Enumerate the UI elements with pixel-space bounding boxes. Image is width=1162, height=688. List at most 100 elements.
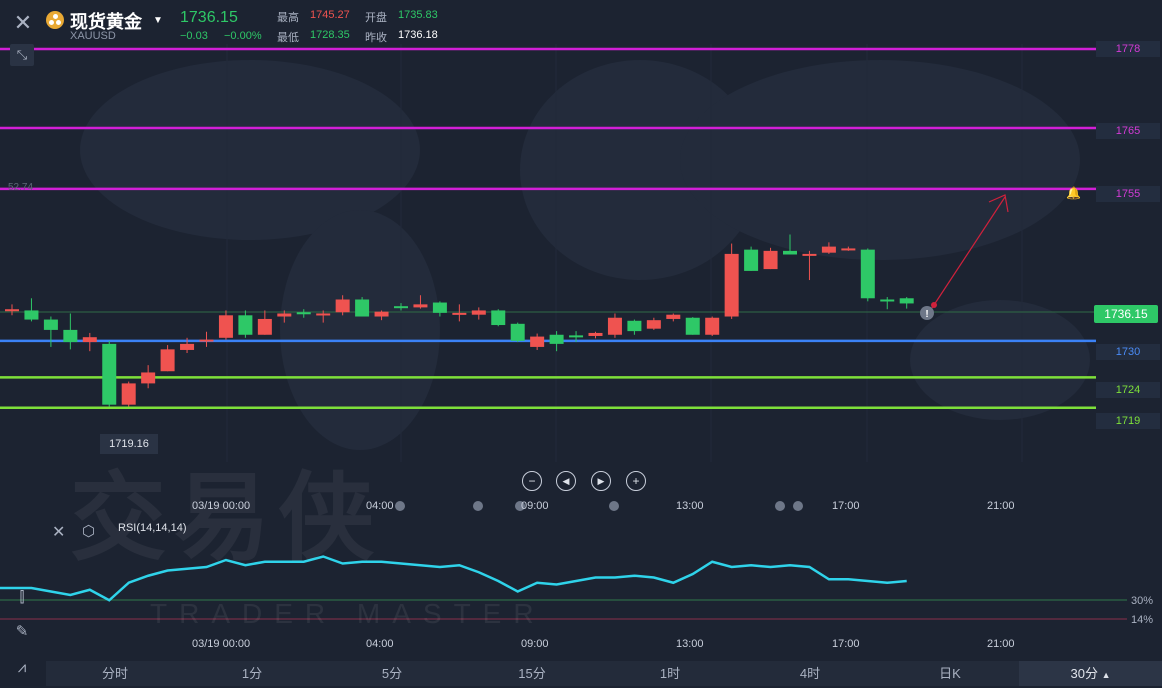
candle-body: [257, 318, 272, 335]
prev-close-label: 昨收: [365, 32, 387, 44]
info-icon[interactable]: [920, 306, 934, 320]
candle-body: [43, 319, 58, 330]
candle-body: [432, 302, 447, 313]
candle-body: [452, 312, 467, 315]
time-label: 04:00: [366, 500, 394, 512]
tab-4h[interactable]: 4时: [799, 666, 821, 681]
settings-icon[interactable]: ⬡: [82, 523, 96, 540]
tab-30m[interactable]: 30分 ▲: [1019, 661, 1162, 686]
current-price: 1736.15: [180, 9, 238, 26]
draw-tool-icon[interactable]: ✎: [15, 623, 29, 640]
watermark: 交易侠: [70, 465, 382, 572]
candle-body: [880, 299, 895, 302]
candle-body: [394, 306, 408, 309]
open-value: 1735.83: [398, 9, 438, 21]
rsi-time-label: 13:00: [676, 638, 704, 650]
candle-body: [841, 248, 856, 251]
candle-body: [199, 339, 214, 342]
instrument-title[interactable]: 现货黄金: [70, 12, 142, 32]
tab-15m[interactable]: 15分: [518, 666, 546, 681]
high-label: 最高: [277, 12, 299, 24]
candles: [5, 234, 914, 407]
candle-body: [666, 314, 681, 319]
tab-day[interactable]: 日K: [939, 666, 961, 681]
high-value: 1745.27: [310, 9, 350, 21]
candle-body: [102, 343, 117, 405]
rsi-label: RSI(14,14,14): [118, 522, 187, 534]
price-tag-1730: 1730: [1096, 344, 1160, 360]
candle-style-icon[interactable]: ⫿: [19, 589, 25, 606]
horizontal-price-lines: [0, 47, 1096, 409]
chevron-down-icon[interactable]: ▼: [153, 15, 163, 26]
candle-body: [141, 372, 156, 384]
price-tag-1724: 1724: [1096, 382, 1160, 398]
zoom-out-button[interactable]: −: [522, 471, 542, 491]
candle-body: [374, 311, 389, 317]
candle-body: [705, 317, 720, 335]
instrument-symbol: XAUUSD: [70, 30, 116, 42]
candle-body: [471, 310, 486, 315]
event-markers: [395, 501, 803, 511]
period-tab-bar: 分时 1分 5分 15分 1时 4时 日K 30分 ▲: [46, 661, 1162, 686]
world-map-background: [80, 60, 1090, 450]
candle-body: [296, 312, 311, 315]
candle-body: [491, 310, 506, 326]
price-tag-1755: 1755: [1096, 186, 1160, 202]
rsi-time-label: 21:00: [987, 638, 1015, 650]
candle-body: [607, 317, 622, 335]
candle-body: [218, 315, 233, 338]
candle-body: [63, 329, 78, 343]
collapse-icon[interactable]: ⤡: [10, 44, 34, 66]
open-label: 开盘: [365, 12, 387, 24]
tab-1h[interactable]: 1时: [659, 666, 681, 681]
rsi-level-high: 30%: [1131, 595, 1154, 607]
zoom-in-button[interactable]: +: [626, 471, 646, 491]
info-icon-glyph: !: [925, 309, 928, 320]
candle-body: [802, 253, 817, 256]
candle-body: [5, 309, 19, 312]
price-tag-1778: 1778: [1096, 41, 1160, 57]
time-label: 21:00: [987, 500, 1015, 512]
candle-body: [783, 250, 797, 255]
candle-body: [821, 246, 836, 253]
candle-body: [724, 253, 739, 317]
candle-body: [588, 332, 603, 336]
candle-body: [899, 298, 914, 304]
candle-body: [685, 317, 700, 335]
candle-body: [24, 310, 39, 320]
tab-5m[interactable]: 5分: [381, 666, 403, 681]
time-label: 17:00: [832, 500, 860, 512]
rsi-line: [0, 555, 907, 602]
projection-arrow: [931, 194, 1009, 309]
time-label: 03/19 00:00: [192, 500, 251, 512]
candle-body: [860, 249, 875, 299]
candle-body: [763, 250, 778, 270]
candle-body: [744, 249, 759, 271]
alert-bell-icon[interactable]: 🔔: [1066, 186, 1081, 200]
price-change: −0.03: [180, 30, 208, 42]
price-change-pct: −0.00%: [224, 30, 262, 42]
candle-body: [82, 337, 97, 343]
candle-body: [355, 299, 370, 317]
caret-up-icon: ▲: [1101, 670, 1111, 680]
tab-1m[interactable]: 1分: [241, 666, 263, 681]
gold-logo-icon: [46, 11, 64, 29]
tab-fenshi[interactable]: 分时: [101, 666, 128, 681]
rsi-time-label: 17:00: [832, 638, 860, 650]
rsi-time-label: 03/19 00:00: [192, 638, 251, 650]
rsi-indicator: [0, 555, 1127, 620]
candle-body: [510, 323, 525, 341]
price-tag-1765: 1765: [1096, 123, 1160, 139]
chart-gridlines: [0, 44, 1094, 462]
candle-body: [646, 320, 661, 329]
step-back-button[interactable]: ◀: [556, 471, 576, 491]
close-indicator-icon[interactable]: ✕: [52, 524, 66, 541]
step-forward-button[interactable]: ▶: [591, 471, 611, 491]
candle-body: [549, 334, 564, 344]
time-label: 13:00: [676, 500, 704, 512]
close-icon[interactable]: ✕: [13, 10, 33, 35]
rsi-time-label: 04:00: [366, 638, 394, 650]
indicator-icon[interactable]: ⩘: [17, 659, 27, 676]
candle-body: [121, 383, 136, 405]
